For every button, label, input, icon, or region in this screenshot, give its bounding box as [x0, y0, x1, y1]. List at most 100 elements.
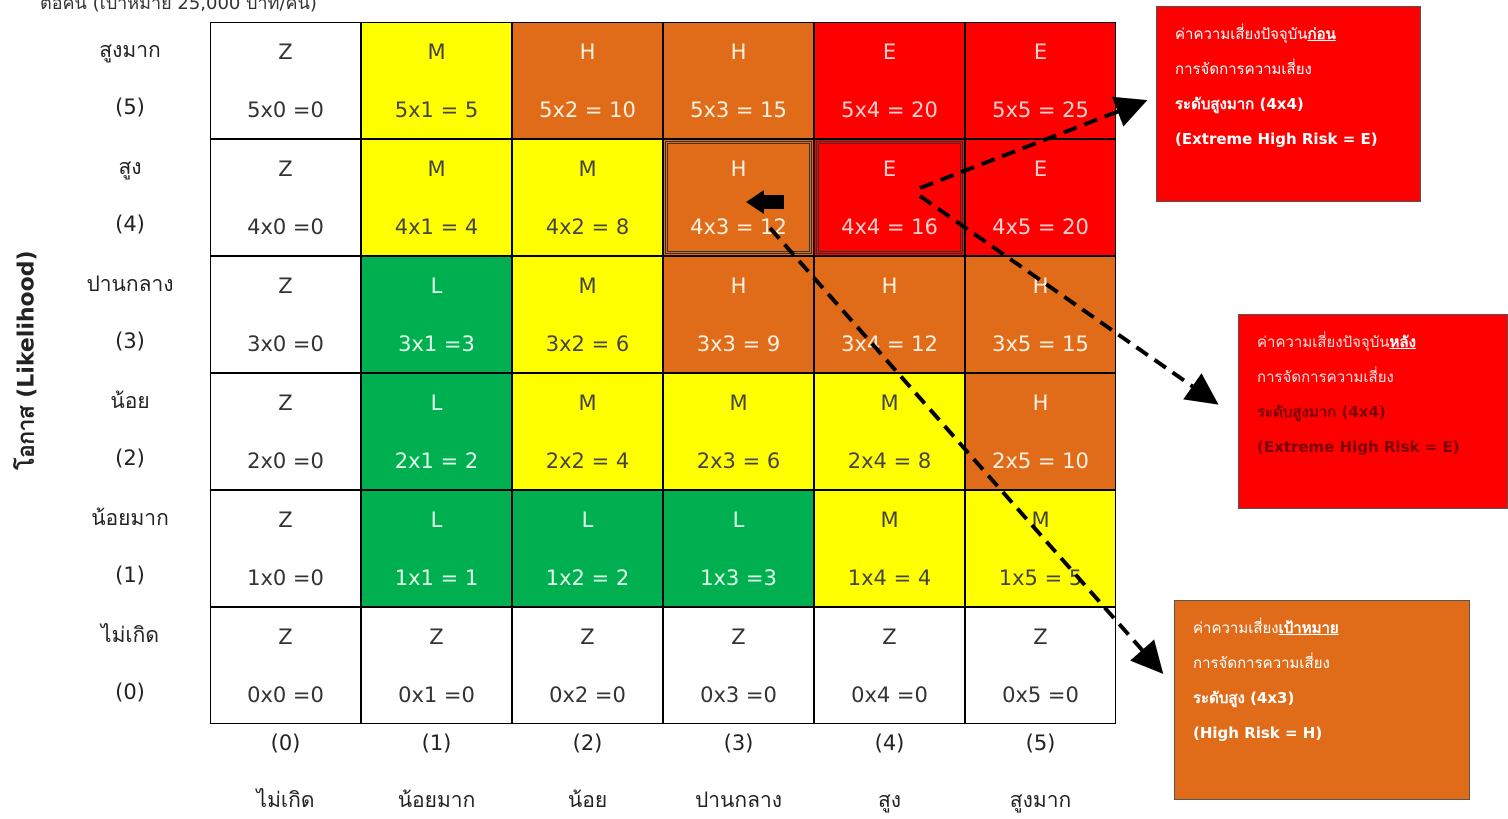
y-label-num: (3)	[115, 329, 145, 353]
risk-cell: E 5x4 = 20	[814, 22, 965, 139]
risk-level: L	[430, 508, 443, 532]
risk-target-box: ค่าความเสี่ยงเป้าหมาย การจัดการความเสี่ย…	[1174, 600, 1470, 800]
x-label-num: (0)	[270, 731, 301, 755]
risk-cell: Z 1x0 =0	[210, 490, 361, 607]
risk-score: 4x5 = 20	[992, 215, 1089, 239]
risk-cell: Z 0x3 =0	[663, 607, 814, 724]
risk-score: 3x1 =3	[398, 332, 475, 356]
risk-level: M	[578, 391, 597, 415]
x-label-num: (4)	[874, 731, 905, 755]
risk-score: 2x1 = 2	[394, 449, 479, 473]
box-line: ระดับสูงมาก (4x4)	[1257, 395, 1493, 430]
risk-level: Z	[278, 508, 293, 532]
risk-matrix: Z 5x0 =0 M 5x1 = 5 H 5x2 = 10 H 5x3 = 15 E 5x…	[210, 22, 1116, 724]
risk-score: 3x5 = 15	[992, 332, 1089, 356]
risk-score: 2x5 = 10	[992, 449, 1089, 473]
risk-level: Z	[278, 625, 293, 649]
risk-score: 4x0 =0	[247, 215, 324, 239]
risk-level: Z	[278, 157, 293, 181]
risk-score: 1x4 = 4	[847, 566, 932, 590]
risk-cell: H 3x3 = 9	[663, 256, 814, 373]
box-line: (Extreme High Risk = E)	[1257, 430, 1493, 465]
y-label-name: สูง	[118, 155, 142, 179]
risk-level: H	[730, 274, 747, 298]
risk-cell: Z 3x0 =0	[210, 256, 361, 373]
risk-score: 1x1 = 1	[394, 566, 479, 590]
risk-score: 3x3 = 9	[696, 332, 781, 356]
risk-level: H	[1032, 274, 1049, 298]
risk-score: 3x0 =0	[247, 332, 324, 356]
risk-score: 1x3 =3	[700, 566, 777, 590]
box-emphasis: ก่อน	[1307, 25, 1336, 43]
risk-level: L	[430, 274, 443, 298]
risk-cell: H 3x4 = 12	[814, 256, 965, 373]
box-code: (High Risk = H)	[1193, 724, 1323, 742]
risk-cell: M 2x3 = 6	[663, 373, 814, 490]
box-text: ค่าความเสี่ยงปัจจุบัน	[1175, 25, 1308, 43]
box-line: ค่าความเสี่ยงปัจจุบันก่อน	[1175, 17, 1406, 52]
risk-level: Z	[1033, 625, 1048, 649]
risk-score: 1x0 =0	[247, 566, 324, 590]
risk-cell: E 5x5 = 25	[965, 22, 1116, 139]
risk-cell: Z 4x0 =0	[210, 139, 361, 256]
risk-cell: M 3x2 = 6	[512, 256, 663, 373]
risk-score: 4x1 = 4	[394, 215, 479, 239]
x-label-name: ปานกลาง	[694, 788, 783, 812]
box-line: การจัดการความเสี่ยง	[1257, 368, 1394, 386]
box-text: ค่าความเสี่ยง	[1193, 619, 1279, 637]
risk-before-box: ค่าความเสี่ยงปัจจุบันก่อน การจัดการความเ…	[1156, 6, 1421, 202]
risk-cell: L 1x1 = 1	[361, 490, 512, 607]
risk-score: 0x5 =0	[1002, 683, 1079, 707]
risk-level: M	[427, 157, 446, 181]
risk-cell: M 5x1 = 5	[361, 22, 512, 139]
box-line: ระดับสูง (4x3)	[1193, 681, 1455, 716]
risk-score: 2x3 = 6	[696, 449, 781, 473]
box-line: การจัดการความเสี่ยง	[1193, 654, 1330, 672]
risk-score: 0x3 =0	[700, 683, 777, 707]
risk-score: 0x0 =0	[247, 683, 324, 707]
risk-cell: H 3x5 = 15	[965, 256, 1116, 373]
risk-cell: M 4x1 = 4	[361, 139, 512, 256]
risk-level: L	[732, 508, 745, 532]
y-label-num: (2)	[115, 446, 145, 470]
risk-score: 0x1 =0	[398, 683, 475, 707]
risk-level: E	[882, 157, 897, 181]
risk-cell: L 1x2 = 2	[512, 490, 663, 607]
y-label-name: ปานกลาง	[86, 272, 174, 296]
y-label-name: น้อย	[110, 389, 150, 413]
risk-cell: M 2x4 = 8	[814, 373, 965, 490]
y-label-num: (0)	[115, 680, 145, 704]
box-code: (Extreme High Risk = E)	[1175, 130, 1378, 148]
risk-cell: M 1x4 = 4	[814, 490, 965, 607]
risk-level: H	[579, 40, 596, 64]
box-level: ระดับสูง (4x3)	[1193, 689, 1295, 707]
risk-level: H	[881, 274, 898, 298]
x-label-name: สูง	[877, 788, 902, 812]
x-label-name: น้อย	[567, 788, 608, 812]
risk-cell-current: E 4x4 = 16	[814, 139, 965, 256]
risk-cell: L 2x1 = 2	[361, 373, 512, 490]
box-line: ค่าความเสี่ยงเป้าหมาย	[1193, 611, 1455, 646]
risk-cell: Z 0x5 =0	[965, 607, 1116, 724]
risk-level: Z	[278, 40, 293, 64]
risk-score: 2x2 = 4	[545, 449, 630, 473]
top-note: ต่อคน (เป้าหมาย 25,000 บาท/คน)	[40, 0, 317, 14]
risk-cell: M 1x5 = 5	[965, 490, 1116, 607]
x-label-name: สูงมาก	[1009, 788, 1072, 812]
risk-cell: H 2x5 = 10	[965, 373, 1116, 490]
risk-cell: Z 5x0 =0	[210, 22, 361, 139]
risk-score: 2x4 = 8	[847, 449, 932, 473]
risk-score: 4x2 = 8	[545, 215, 630, 239]
risk-score: 5x5 = 25	[992, 98, 1089, 122]
x-label-num: (1)	[421, 731, 452, 755]
box-level: ระดับสูงมาก (4x4)	[1257, 403, 1386, 421]
y-label-name: ไม่เกิด	[101, 623, 159, 647]
risk-level: E	[1033, 157, 1048, 181]
risk-cell: H 5x3 = 15	[663, 22, 814, 139]
y-label-name: สูงมาก	[99, 38, 161, 62]
risk-cell: E 4x5 = 20	[965, 139, 1116, 256]
risk-level: Z	[580, 625, 595, 649]
risk-score: 3x4 = 12	[841, 332, 938, 356]
risk-level: Z	[882, 625, 897, 649]
risk-score: 0x2 =0	[549, 683, 626, 707]
